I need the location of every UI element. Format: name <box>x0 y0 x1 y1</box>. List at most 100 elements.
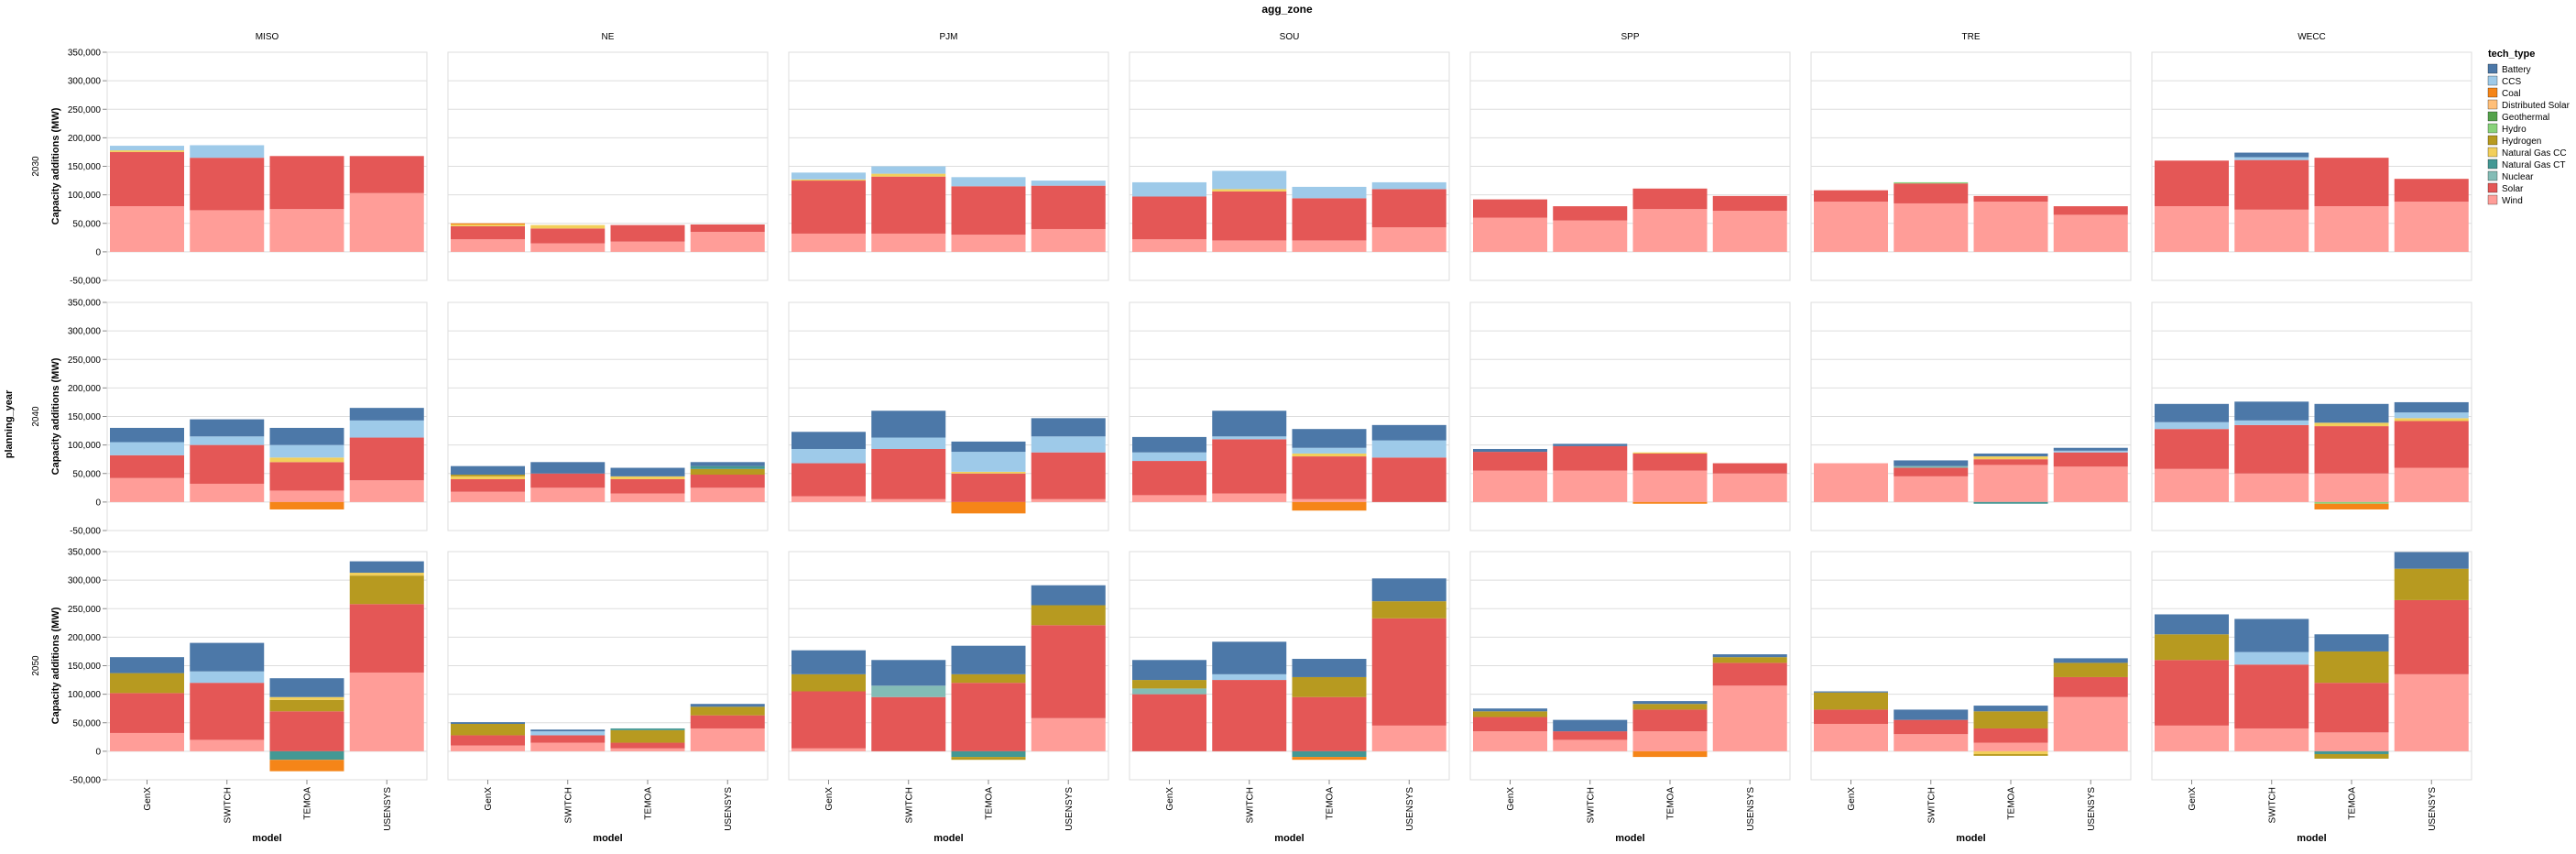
bar-segment <box>2155 725 2229 751</box>
bar-segment <box>1894 467 1969 476</box>
legend-swatch <box>2487 182 2498 193</box>
bar-segment <box>1973 465 2048 502</box>
bar-segment <box>1553 443 1628 446</box>
facet-row-title: planning_year <box>4 389 15 458</box>
bar-segment <box>951 757 1026 761</box>
x-tick-label: GenX <box>1165 787 1175 811</box>
bar-segment <box>349 156 424 193</box>
x-axis-title: model <box>933 833 963 844</box>
facet-panel <box>447 551 769 781</box>
panel-frame <box>1129 301 1450 531</box>
bar-segment <box>1371 424 1446 441</box>
bar-segment <box>1814 709 1888 724</box>
bar-segment <box>190 419 265 437</box>
panel-frame <box>788 551 1109 781</box>
bar-segment <box>1292 447 1367 454</box>
legend-swatch <box>2487 147 2498 158</box>
bar-segment <box>1632 188 1708 210</box>
bar-segment <box>190 158 265 211</box>
x-axis-title: model <box>252 833 281 844</box>
panel-frame <box>1129 551 1450 781</box>
bar-segment <box>1292 501 1367 511</box>
x-tick-label: SWITCH <box>2267 787 2277 823</box>
bar-segment <box>1894 476 1969 502</box>
y-tick-label: 50,000 <box>72 469 101 479</box>
facet-panel <box>106 551 428 781</box>
bar-segment <box>1712 685 1787 751</box>
bar-segment <box>2053 466 2128 502</box>
bar-segment <box>2155 468 2229 502</box>
bar-segment <box>110 146 184 151</box>
bar-segment <box>1292 429 1367 448</box>
bar-segment <box>2234 664 2309 728</box>
bar-segment <box>1371 227 1446 252</box>
y-tick-label: 100,000 <box>68 441 102 451</box>
y-tick-label: 300,000 <box>68 576 102 586</box>
y-tick-label: 350,000 <box>68 299 102 309</box>
bar-segment <box>1292 750 1367 758</box>
bar-segment <box>1473 717 1547 732</box>
bar-segment <box>1712 654 1787 658</box>
bar-segment <box>2234 401 2309 421</box>
bar-segment <box>1973 711 2048 728</box>
y-axis-title: Capacity additions (MW) <box>50 357 61 475</box>
bar-segment <box>1473 470 1547 502</box>
panel-frame <box>1129 51 1450 281</box>
panel-frame <box>1469 301 1791 531</box>
facet-column-header: PJM <box>940 32 958 42</box>
bar-segment <box>1473 217 1547 252</box>
bar-segment <box>951 186 1026 235</box>
bar-segment <box>871 411 946 438</box>
x-axis-title: model <box>593 833 622 844</box>
bar-segment <box>1212 493 1287 502</box>
bar-segment <box>2394 552 2469 569</box>
bar-segment <box>951 441 1026 453</box>
bar-segment <box>2394 401 2469 413</box>
legend-item-label: Battery <box>2502 65 2531 75</box>
bar-segment <box>1292 696 1367 751</box>
facet-panel <box>788 301 1109 531</box>
panel-frame <box>2151 301 2472 531</box>
bar-segment <box>1292 198 1367 241</box>
bar-segment <box>110 732 184 751</box>
bar-segment <box>791 432 866 449</box>
bar-segment <box>1371 618 1446 726</box>
bar-segment <box>610 729 685 743</box>
bar-segment <box>1292 757 1367 761</box>
legend-swatch <box>2487 111 2498 122</box>
x-tick-label: SWITCH <box>1245 787 1255 823</box>
bar-segment <box>791 181 866 234</box>
bar-segment <box>1031 605 1106 626</box>
bar-segment <box>871 166 946 174</box>
bar-segment <box>1632 453 1708 471</box>
bar-segment <box>530 731 606 736</box>
facet-panel <box>2151 301 2472 531</box>
bar-segment <box>1031 585 1106 606</box>
bar-segment <box>1973 456 2048 460</box>
bar-segment <box>690 704 765 707</box>
bar-segment <box>1814 190 1888 203</box>
bar-segment <box>690 224 765 233</box>
bar-segment <box>610 728 685 730</box>
facet-panel <box>1810 51 2132 281</box>
bar-segment <box>2234 420 2309 425</box>
bar-segment <box>610 224 685 242</box>
bar-segment <box>1292 659 1367 677</box>
bar-segment <box>1031 452 1106 499</box>
bar-segment <box>269 457 344 463</box>
bar-segment <box>610 493 685 502</box>
bar-segment <box>451 723 525 736</box>
bar-segment <box>690 468 765 475</box>
bar-segment <box>269 750 344 761</box>
bar-segment <box>1031 181 1106 186</box>
panel-frame <box>106 551 428 781</box>
bar-segment <box>110 151 184 207</box>
bar-segment <box>1894 181 1969 184</box>
bar-segment <box>1212 189 1287 192</box>
bar-segment <box>871 685 946 697</box>
bar-segment <box>1814 463 1888 502</box>
panel-frame <box>2151 51 2472 281</box>
bar-segment <box>451 476 525 479</box>
bar-segment <box>871 660 946 686</box>
bar-segment <box>871 498 946 502</box>
